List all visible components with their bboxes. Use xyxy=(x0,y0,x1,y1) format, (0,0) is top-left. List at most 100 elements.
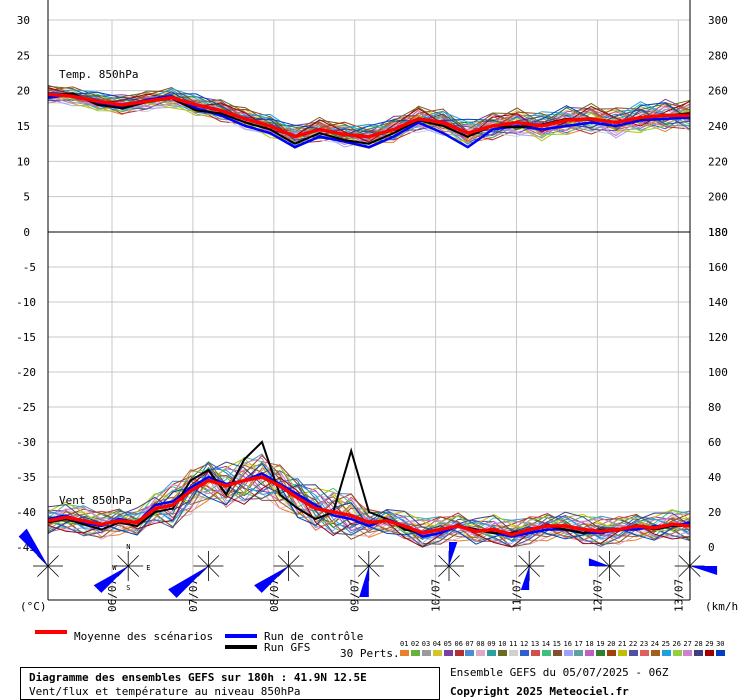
compass-ray xyxy=(357,555,370,567)
temp-pert-line xyxy=(47,87,691,143)
wind-right-tick: 100 xyxy=(708,366,728,379)
pert-number: 05 xyxy=(443,640,453,648)
wind-direction-wedge xyxy=(449,542,458,566)
compass-ray xyxy=(678,555,690,567)
pert-swatch xyxy=(639,650,649,656)
pert-number: 20 xyxy=(607,640,616,648)
temp-left-tick: 5 xyxy=(23,191,30,204)
right-unit-label: (km/h) xyxy=(705,600,740,613)
pert-number: 27 xyxy=(683,640,692,648)
compass-ray xyxy=(598,565,610,577)
wind-arrows: N W E S xyxy=(18,528,718,598)
temp-right-tick: 220 xyxy=(708,155,728,168)
compass-letter: N xyxy=(126,543,130,551)
pert-swatch xyxy=(400,650,409,656)
wind-arrow xyxy=(254,551,304,593)
temp-left-tick: 30 xyxy=(17,14,30,27)
wind-left-tick: -25 xyxy=(16,401,36,414)
info-subtitle: Vent/flux et température au niveau 850hP… xyxy=(29,685,301,698)
pert-swatch xyxy=(672,650,682,656)
temp-panel-label: Temp. 850hPa xyxy=(59,68,138,81)
date-tick-label: 06/07 xyxy=(106,579,119,612)
pert-swatch xyxy=(519,650,529,656)
pert-number: 11 xyxy=(509,640,518,648)
pert-swatch xyxy=(552,650,562,656)
info-box: Diagramme des ensembles GEFS sur 180h : … xyxy=(20,667,440,700)
wind-arrow xyxy=(588,551,625,581)
pert-number: 21 xyxy=(618,640,627,648)
wind-mean-line xyxy=(47,475,691,537)
compass-ray xyxy=(528,555,541,567)
pert-swatch xyxy=(607,650,617,656)
temp-left-tick: 15 xyxy=(17,120,30,133)
pert-swatch xyxy=(454,650,464,656)
pert-number: 08 xyxy=(476,640,485,648)
pert-swatch xyxy=(410,650,420,656)
pert-number: 26 xyxy=(672,640,681,648)
date-tick-label: 11/07 xyxy=(511,579,524,612)
temp-mean-line xyxy=(47,92,690,139)
pert-number: 02 xyxy=(410,640,420,648)
pert-number: 28 xyxy=(694,640,703,648)
compass-ray xyxy=(678,565,690,577)
pert-number: 24 xyxy=(650,640,660,648)
mean-legend-swatch xyxy=(35,630,67,634)
compass-ray xyxy=(438,555,450,567)
temp-left-tick: 20 xyxy=(17,85,30,98)
mean-legend-label: Moyenne des scénarios xyxy=(74,630,214,643)
info-title: Diagramme des ensembles GEFS sur 180h : … xyxy=(29,671,367,684)
pert-swatch xyxy=(705,650,715,656)
compass-letter: E xyxy=(146,564,150,572)
compass-ray xyxy=(127,565,140,577)
pert-swatch xyxy=(596,650,606,656)
compass-ray xyxy=(518,565,530,577)
compass-ray xyxy=(208,555,220,567)
temp-left-tick: 25 xyxy=(17,49,30,62)
compass-letter: W xyxy=(112,564,117,572)
compass-ray xyxy=(357,565,370,577)
pert-number: 22 xyxy=(628,640,638,648)
compass-ray xyxy=(368,555,380,567)
pert-number: 07 xyxy=(465,640,474,648)
wind-arrow xyxy=(168,551,224,598)
pert-number: 14 xyxy=(541,640,551,648)
pert-number: 01 xyxy=(400,640,409,648)
wind-right-tick: 80 xyxy=(708,401,721,414)
temp-right-tick: 200 xyxy=(708,191,728,204)
compass-ray xyxy=(288,555,300,567)
compass-ray xyxy=(438,565,450,577)
date-tick-label: 08/07 xyxy=(268,579,281,612)
wind-left-tick: -30 xyxy=(16,436,36,449)
date-tick-label: 13/07 xyxy=(672,579,685,612)
compass-ray xyxy=(47,565,59,577)
wind-arrow xyxy=(434,542,464,581)
pert-swatch xyxy=(432,650,442,656)
wind-panel-label: Vent 850hPa xyxy=(59,494,132,507)
wind-right-tick: 60 xyxy=(708,436,721,449)
temp-pert-line xyxy=(47,95,691,143)
wind-left-tick: -5 xyxy=(23,261,36,274)
pert-swatch xyxy=(443,650,453,656)
temp-left-tick: 0 xyxy=(23,226,30,239)
wind-direction-wedge xyxy=(254,566,289,593)
date-tick-label: 12/07 xyxy=(591,579,604,612)
date-tick-label: 07/07 xyxy=(187,579,200,612)
compass-ray xyxy=(609,565,621,577)
pert-swatch xyxy=(509,650,518,656)
wind-arrow xyxy=(18,528,63,581)
wind-left-tick: -40 xyxy=(16,506,36,519)
temp-right-tick: 300 xyxy=(708,14,728,27)
compass-ray xyxy=(689,565,701,577)
run-label: Ensemble GEFS du 05/07/2025 - 06Z xyxy=(450,666,669,679)
wind-right-top-tick: 180 xyxy=(708,226,728,239)
wind-direction-wedge xyxy=(18,528,48,566)
pert-swatch xyxy=(421,650,431,656)
pert-number: 17 xyxy=(574,640,583,648)
temp-left-tick: 10 xyxy=(17,155,30,168)
compass-ray xyxy=(37,565,49,577)
wind-direction-wedge xyxy=(689,566,718,575)
compass-ray xyxy=(448,565,460,577)
pert-swatch xyxy=(683,650,693,656)
compass-ray xyxy=(197,555,209,567)
pert-number: 30 xyxy=(716,640,725,648)
